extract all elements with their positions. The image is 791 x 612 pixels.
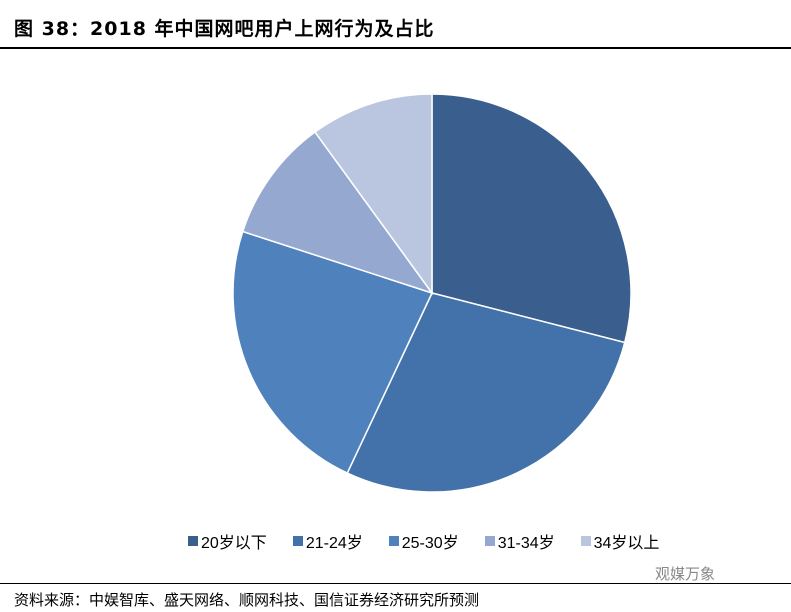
pie-slice-0 (431, 93, 632, 344)
legend-swatch (292, 536, 303, 546)
chart-title: 图 38：2018 年中国网吧用户上网行为及占比 (14, 18, 435, 40)
legend-label: 21-24岁 (305, 535, 363, 552)
legend-label: 34岁以上 (593, 535, 660, 552)
legend-label: 20岁以下 (201, 535, 267, 552)
pie-chart (232, 93, 632, 493)
legend-item: 34岁以上 (580, 529, 660, 553)
source-note: 资料来源：中娱智库、盛天网络、顺网科技、国信证券经济研究所预测 (14, 591, 480, 609)
legend-swatch (484, 536, 495, 546)
legend-swatch (188, 536, 198, 546)
legend-item: 25-30岁 (388, 529, 459, 553)
legend-label: 31-34岁 (497, 535, 555, 552)
source-rule (0, 583, 791, 584)
legend-swatch (580, 536, 591, 546)
watermark: 观媒万象 (655, 565, 716, 583)
legend-label: 25-30岁 (401, 535, 459, 552)
legend-item: 31-34岁 (484, 529, 555, 553)
pie-slice-3 (241, 130, 434, 295)
legend-item: 20岁以下 (188, 529, 267, 553)
pie-slice-2 (232, 230, 434, 475)
title-rule (0, 47, 791, 49)
pie-slice-4 (313, 93, 433, 296)
legend-item: 21-24岁 (292, 529, 363, 553)
pie-slice-1 (346, 292, 626, 493)
legend: 20岁以下 21-24岁 25-30岁 31-34岁 34岁以上 (188, 529, 659, 553)
legend-swatch (388, 536, 399, 546)
